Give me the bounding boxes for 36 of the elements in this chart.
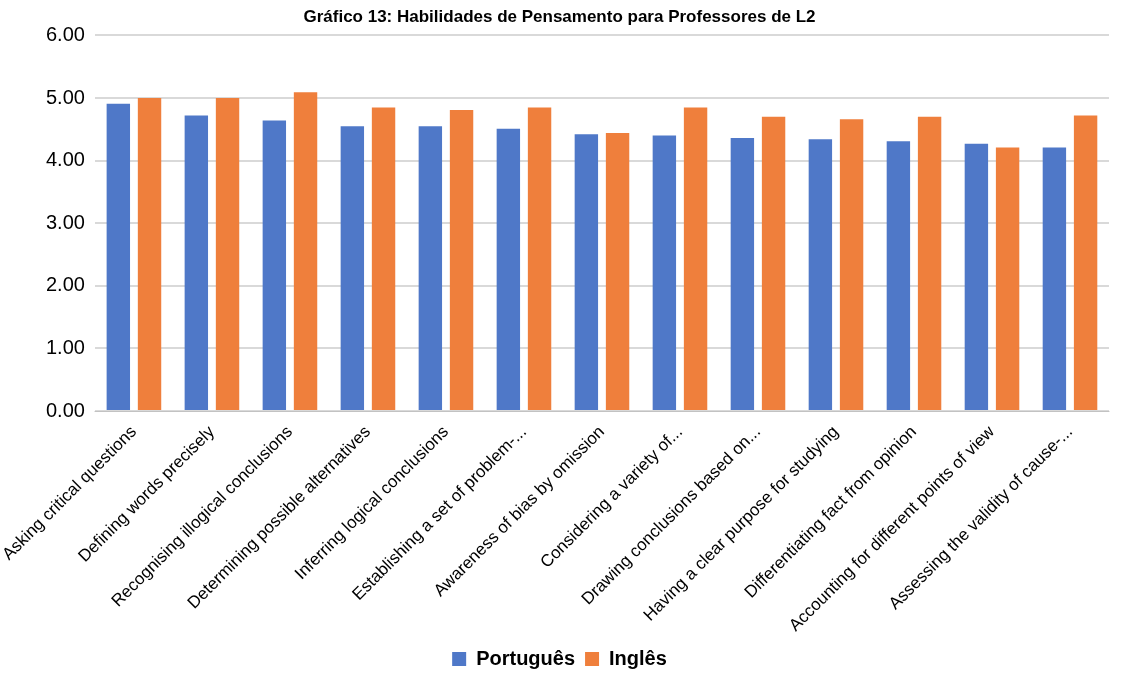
bar	[371, 107, 396, 411]
bar	[496, 128, 521, 411]
bar	[293, 92, 318, 411]
bar	[262, 120, 287, 411]
bar	[137, 98, 162, 411]
bar	[527, 107, 552, 411]
bar	[340, 126, 365, 411]
y-tick-label: 3.00	[45, 210, 85, 233]
y-tick-label: 2.00	[45, 273, 85, 296]
y-tick-label: 0.00	[45, 398, 85, 421]
legend-label: Inglês	[609, 646, 667, 669]
bar	[761, 116, 786, 411]
bar	[184, 115, 209, 411]
bar	[418, 126, 443, 411]
bar	[995, 147, 1020, 411]
bar	[683, 107, 708, 411]
bar	[1042, 147, 1067, 411]
y-tick-label: 5.00	[45, 85, 85, 108]
bar	[839, 119, 864, 411]
bar	[215, 98, 240, 411]
bar	[808, 139, 833, 411]
y-tick-label: 6.00	[45, 22, 85, 45]
bar	[605, 133, 630, 411]
y-tick-label: 4.00	[45, 148, 85, 171]
bar	[449, 109, 474, 411]
bar	[574, 134, 599, 411]
y-tick-label: 1.00	[45, 335, 85, 358]
bar	[652, 135, 677, 411]
bar	[917, 116, 942, 411]
chart-title: Gráfico 13: Habilidades de Pensamento para Professores de L2	[303, 6, 816, 26]
bar	[1073, 115, 1098, 411]
legend-label: Português	[476, 646, 576, 669]
bar	[730, 138, 755, 411]
bar	[886, 141, 911, 411]
bar	[964, 143, 989, 411]
bar	[106, 103, 131, 411]
